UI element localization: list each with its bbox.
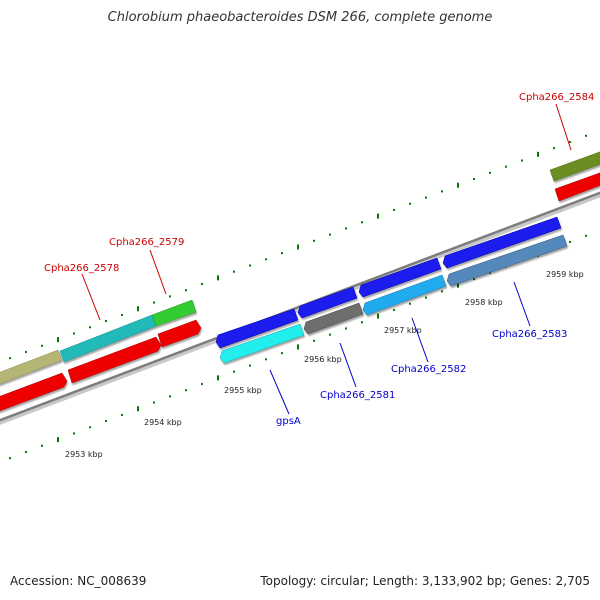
kbp-label: 2954 kbp [144,418,182,427]
kbp-label: 2957 kbp [384,326,422,335]
kbp-label: 2956 kbp [304,355,342,364]
label-cpha266-2582[interactable]: Cpha266_2582 [391,364,466,375]
kbp-label: 2958 kbp [465,298,503,307]
leader-cpha266-2579 [149,249,167,295]
kbp-label: 2959 kbp [546,270,584,279]
red-arrow-3[interactable] [157,319,202,348]
red-arrow-2[interactable] [67,336,162,384]
forward-red-features [0,171,600,413]
reverse-blue-features [215,216,562,349]
gene-arrow-cpha266-2584[interactable] [549,150,600,182]
kbp-labels: 2953 kbp 2954 kbp 2955 kbp 2956 kbp 2957… [65,270,584,459]
blue-arrow-4[interactable] [442,216,562,269]
genome-title: Chlorobium phaeobacteroides DSM 266, com… [107,10,493,25]
red-arrow-1[interactable] [0,372,68,413]
reverse-strand-features [219,234,568,364]
gene-arrow-gpsA[interactable] [219,323,305,364]
label-cpha266-2584[interactable]: Cpha266_2584 [519,92,594,103]
blue-arrow-1[interactable] [215,308,299,349]
kbp-label: 2953 kbp [65,450,103,459]
blue-arrow-2[interactable] [297,286,358,319]
label-gpsA[interactable]: gpsA [276,416,301,427]
blue-arrow-3[interactable] [358,257,442,298]
gene-arrow-cpha266-2583[interactable] [446,234,568,287]
leader-cpha266-2581 [339,342,357,388]
kbp-label: 2955 kbp [224,386,262,395]
label-cpha266-2583[interactable]: Cpha266_2583 [492,329,567,340]
gene-labels: Cpha266_2578 Cpha266_2579 Cpha266_2584 g… [44,92,594,427]
leader-cpha266-2583 [513,281,531,327]
red-arrow-4[interactable] [554,171,600,202]
label-cpha266-2578[interactable]: Cpha266_2578 [44,263,119,274]
genome-summary: Topology: circular; Length: 3,133,902 bp… [260,574,590,588]
leader-cpha266-2578 [81,273,101,321]
forward-strand-features [0,150,600,386]
leader-cpha266-2584 [555,103,572,151]
accession-label: Accession: NC_008639 [10,574,147,588]
gene-arrow-cpha266-2582[interactable] [362,274,447,316]
gene-arrow-cpha266-2579[interactable] [151,299,197,327]
gene-arrow-olive[interactable] [0,349,63,386]
label-cpha266-2579[interactable]: Cpha266_2579 [109,237,184,248]
leader-cpha266-2582 [411,317,429,363]
gene-arrow-cpha266-2581[interactable] [303,302,364,335]
outer-tick-row [9,134,587,360]
leader-gpsA [269,369,290,415]
label-leader-lines [81,103,572,415]
label-cpha266-2581[interactable]: Cpha266_2581 [320,390,395,401]
